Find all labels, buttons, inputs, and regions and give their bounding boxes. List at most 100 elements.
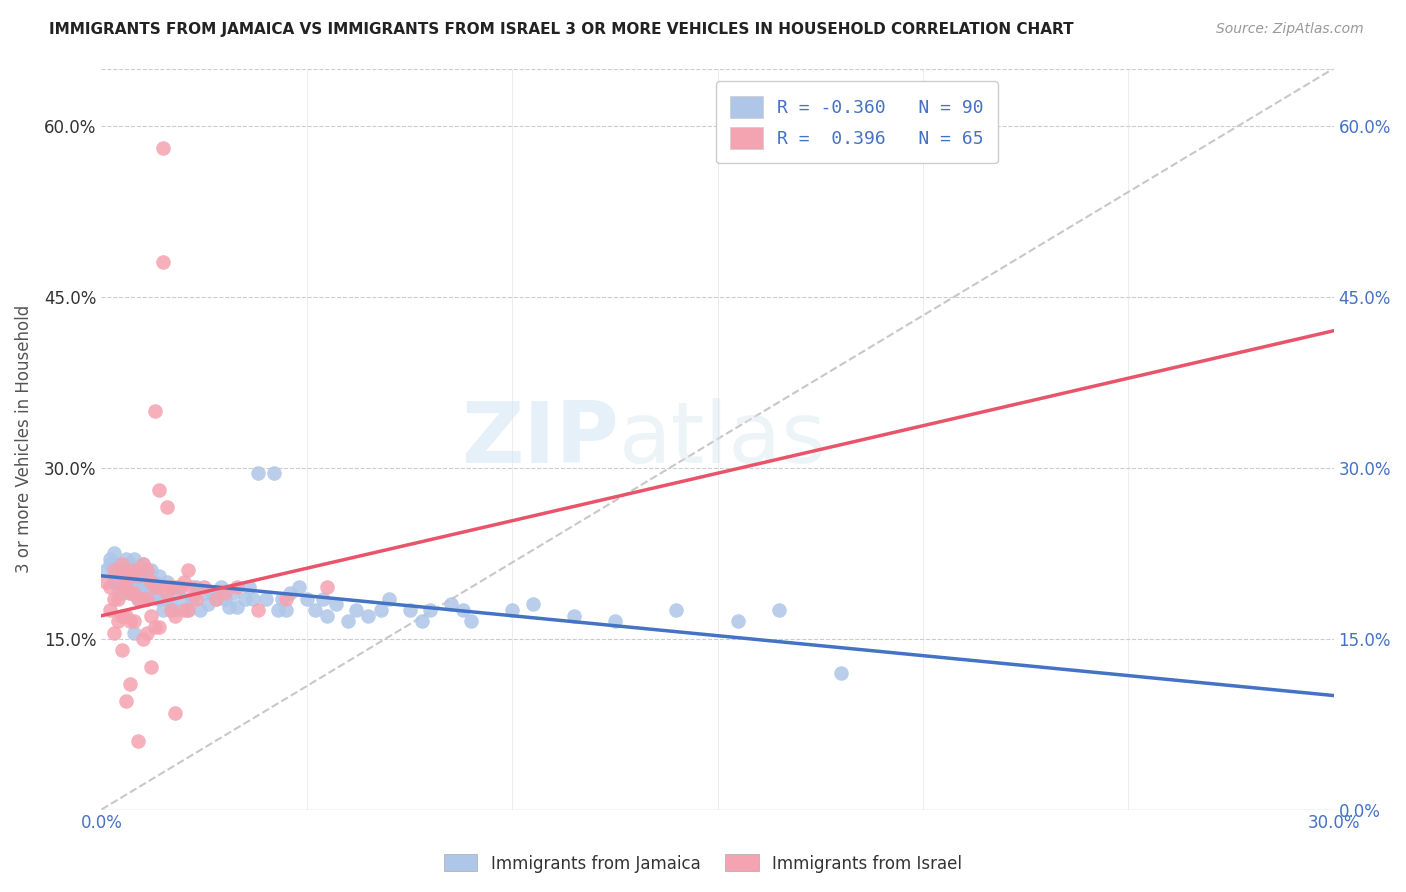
Point (131, 558, 153, 572)
Point (160, 580, 183, 594)
Point (120, 586, 142, 600)
Point (152, 255, 174, 269)
Point (226, 580, 249, 594)
Point (201, 586, 224, 600)
Point (107, 558, 129, 572)
Point (135, 580, 157, 594)
Point (127, 574, 149, 589)
Point (169, 580, 191, 594)
Point (107, 591, 129, 606)
Point (188, 603, 211, 617)
Point (165, 608, 187, 623)
Point (124, 580, 146, 594)
Point (152, 603, 174, 617)
Point (156, 586, 179, 600)
Point (124, 615, 146, 629)
Point (111, 586, 134, 600)
Point (768, 603, 790, 617)
Point (115, 580, 138, 594)
Point (103, 574, 125, 589)
Point (131, 632, 153, 646)
Point (139, 580, 162, 594)
Point (120, 677, 142, 691)
Point (276, 603, 298, 617)
Point (127, 569, 149, 583)
Point (135, 591, 157, 606)
Point (111, 563, 134, 577)
Point (139, 574, 162, 589)
Point (316, 580, 339, 594)
Point (135, 625, 157, 640)
Point (98, 580, 121, 594)
Point (111, 643, 134, 657)
Point (830, 665, 852, 680)
Point (115, 580, 138, 594)
Point (169, 580, 191, 594)
Point (120, 569, 142, 583)
Point (103, 591, 125, 606)
Point (127, 734, 149, 748)
Point (419, 603, 441, 617)
Point (246, 603, 269, 617)
Point (193, 586, 215, 600)
Point (156, 574, 179, 589)
Point (276, 591, 298, 606)
Point (98, 551, 121, 566)
Point (115, 694, 138, 708)
Point (120, 558, 142, 572)
Point (124, 569, 146, 583)
Legend: Immigrants from Jamaica, Immigrants from Israel: Immigrants from Jamaica, Immigrants from… (437, 847, 969, 880)
Point (111, 558, 134, 572)
Point (205, 591, 228, 606)
Point (98, 558, 121, 572)
Point (173, 591, 195, 606)
Point (522, 598, 544, 612)
Point (111, 580, 134, 594)
Point (165, 580, 187, 594)
Point (727, 615, 749, 629)
Point (357, 608, 380, 623)
Point (143, 620, 166, 634)
Text: IMMIGRANTS FROM JAMAICA VS IMMIGRANTS FROM ISRAEL 3 OR MORE VEHICLES IN HOUSEHOL: IMMIGRANTS FROM JAMAICA VS IMMIGRANTS FR… (49, 22, 1074, 37)
Point (665, 603, 688, 617)
Point (124, 586, 146, 600)
Point (316, 608, 339, 623)
Point (238, 580, 260, 594)
Point (344, 603, 367, 617)
Point (131, 558, 153, 572)
Point (115, 551, 138, 566)
Point (205, 591, 228, 606)
Point (280, 586, 302, 600)
Point (107, 615, 129, 629)
Point (127, 591, 149, 606)
Point (139, 563, 162, 577)
Point (173, 603, 195, 617)
Point (143, 580, 166, 594)
Point (173, 574, 195, 589)
Point (160, 598, 183, 612)
Legend: R = -0.360   N = 90, R =  0.396   N = 65: R = -0.360 N = 90, R = 0.396 N = 65 (716, 81, 998, 163)
Point (139, 608, 162, 623)
Point (115, 608, 138, 623)
Point (165, 603, 187, 617)
Point (120, 586, 142, 600)
Text: Source: ZipAtlas.com: Source: ZipAtlas.com (1216, 22, 1364, 37)
Point (135, 563, 157, 577)
Point (254, 591, 277, 606)
Point (177, 603, 200, 617)
Point (131, 586, 153, 600)
Point (120, 569, 142, 583)
Point (98, 603, 121, 617)
Point (107, 580, 129, 594)
Point (226, 599, 249, 614)
Point (193, 580, 215, 594)
Text: atlas: atlas (619, 398, 827, 481)
Point (165, 586, 187, 600)
Point (127, 591, 149, 606)
Point (103, 625, 125, 640)
Point (370, 603, 392, 617)
Point (143, 586, 166, 600)
Point (124, 563, 146, 577)
Point (180, 591, 202, 606)
Point (411, 615, 433, 629)
